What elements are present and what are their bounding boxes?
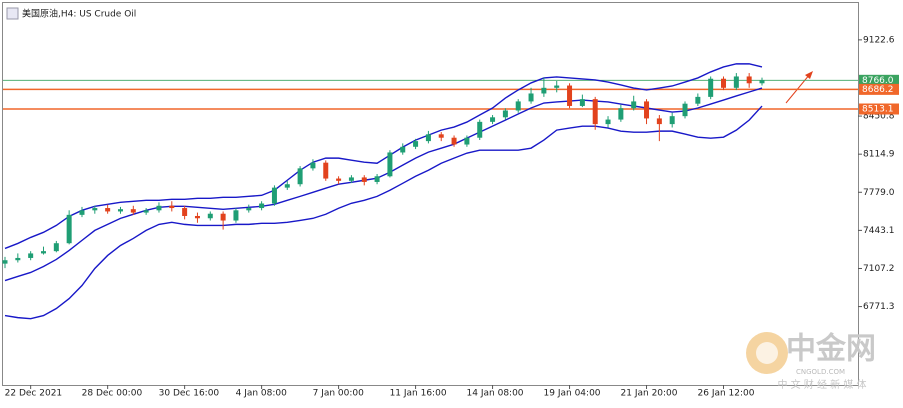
candle-body xyxy=(413,141,419,147)
candle-body xyxy=(438,134,444,138)
x-tick-label: 11 Jan 16:00 xyxy=(390,389,447,399)
candle-body xyxy=(656,118,662,125)
chart-title: 美国原油,H4: US Crude Oil xyxy=(22,8,136,20)
candle-body xyxy=(156,205,162,211)
candle-body xyxy=(528,93,534,102)
level-label-box xyxy=(859,74,899,86)
candle-body xyxy=(143,210,149,213)
candle-body xyxy=(708,78,714,97)
watermark: 中金网 CNGOLD.COM 中 文 财 经 新 媒 体 xyxy=(746,332,876,391)
candle-body xyxy=(310,162,316,169)
x-tick-label: 4 Jan 08:00 xyxy=(236,389,288,399)
candle-body xyxy=(220,213,226,221)
candle-body xyxy=(348,177,354,181)
y-tick-label: 9122.6 xyxy=(863,35,895,45)
candle-body xyxy=(207,213,213,219)
candle-body xyxy=(336,178,342,181)
watermark-slogan: 中 文 财 经 新 媒 体 xyxy=(777,378,866,391)
candle-body xyxy=(733,76,739,88)
candle-body xyxy=(40,251,46,254)
candle-body xyxy=(79,210,85,215)
candle-body xyxy=(618,108,624,120)
candle-body xyxy=(233,210,239,221)
candle-body xyxy=(605,119,611,125)
x-tick-label: 30 Dec 16:00 xyxy=(159,389,220,399)
candle-body xyxy=(579,99,585,106)
candle-body xyxy=(259,203,265,209)
candle-body xyxy=(323,162,329,179)
candle-body xyxy=(28,253,34,258)
candle-body xyxy=(464,137,470,145)
candle-body xyxy=(695,96,701,104)
candle-body xyxy=(169,205,175,209)
level-label: 8766.0 xyxy=(862,76,894,86)
bollinger-upper xyxy=(4,63,763,250)
plot-frame xyxy=(2,2,859,386)
candle-body xyxy=(644,101,650,119)
level-label-box xyxy=(859,83,899,95)
candle-body xyxy=(66,214,72,244)
candle-body xyxy=(669,116,675,125)
level-label-box xyxy=(859,103,899,115)
candle-body xyxy=(592,99,598,125)
y-tick-label: 7107.2 xyxy=(863,264,895,274)
watermark-logo-inner xyxy=(756,342,778,364)
y-tick-label: 7779.0 xyxy=(863,188,895,198)
symbol-icon xyxy=(6,7,19,20)
candle-body xyxy=(15,257,21,261)
candle-body xyxy=(541,87,547,94)
candle-body xyxy=(246,208,252,211)
candle-body xyxy=(490,117,496,122)
candle-body xyxy=(361,177,367,182)
candle-body xyxy=(105,208,111,212)
x-tick-label: 14 Jan 08:00 xyxy=(467,389,524,399)
candle-body xyxy=(271,187,277,204)
candle-body xyxy=(92,208,98,211)
candle-body xyxy=(746,76,752,84)
candle-body xyxy=(759,80,765,84)
candle-body xyxy=(53,243,59,252)
candle-body xyxy=(502,110,508,118)
candle-body xyxy=(425,134,431,142)
arrow-annotation xyxy=(785,71,813,104)
candle-body xyxy=(477,121,483,138)
y-tick-label: 7443.1 xyxy=(863,226,895,236)
bollinger-lower xyxy=(4,105,763,320)
candle-body xyxy=(182,208,188,216)
candle-body xyxy=(297,168,303,185)
arrow-line xyxy=(785,73,811,104)
candle-body xyxy=(117,209,123,212)
candle-body xyxy=(130,209,136,213)
watermark-site: CNGOLD.COM xyxy=(796,368,845,376)
y-tick-label: 8450.8 xyxy=(863,112,895,122)
candle-body xyxy=(682,103,688,117)
level-label: 8686.2 xyxy=(862,85,894,95)
y-tick-label: 6771.3 xyxy=(863,302,895,312)
candle-body xyxy=(515,101,521,111)
x-tick-label: 28 Dec 00:00 xyxy=(82,389,143,399)
x-tick-label: 7 Jan 00:00 xyxy=(313,389,365,399)
candle-body xyxy=(721,78,727,88)
arrow-head xyxy=(805,71,813,79)
x-tick-label: 21 Jan 20:00 xyxy=(621,389,678,399)
candle-body xyxy=(400,146,406,153)
candle-body xyxy=(567,85,573,106)
candle-body xyxy=(284,184,290,188)
candle-body xyxy=(451,137,457,145)
candle-body xyxy=(374,176,380,182)
watermark-name: 中金网 xyxy=(786,332,876,367)
level-label: 8513.1 xyxy=(862,105,894,115)
y-tick-label: 8114.9 xyxy=(863,150,895,160)
candle-body xyxy=(631,101,637,109)
candle-body xyxy=(194,215,200,219)
candle-body xyxy=(554,85,560,88)
x-tick-label: 26 Jan 12:00 xyxy=(698,389,755,399)
x-tick-label: 22 Dec 2021 xyxy=(5,389,63,399)
x-tick-label: 19 Jan 04:00 xyxy=(544,389,601,399)
candle-body xyxy=(2,260,8,264)
candle-body xyxy=(387,152,393,177)
